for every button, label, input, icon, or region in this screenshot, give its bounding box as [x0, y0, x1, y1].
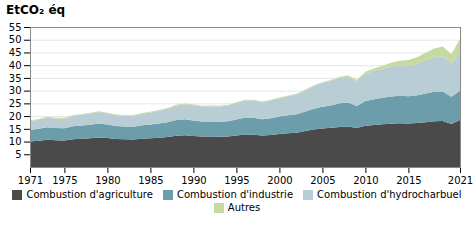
html-text:EtCO₂ éq: EtCO₂ éq — [6, 3, 66, 17]
html-text:Combustion d'industrie: Combustion d'industrie — [176, 189, 294, 200]
svg-text:1985: 1985 — [138, 175, 163, 186]
svg-text:2015: 2015 — [396, 175, 421, 186]
html-text:Combustion d'agriculture: Combustion d'agriculture — [26, 189, 153, 200]
svg-text:15: 15 — [9, 124, 22, 135]
svg-text:30: 30 — [9, 85, 22, 96]
svg-text:10: 10 — [9, 136, 22, 147]
html-text:Autres: Autres — [227, 202, 261, 213]
svg-text:35: 35 — [9, 73, 22, 84]
html-text:Combustion d'hydrocharbuel: Combustion d'hydrocharbuel — [317, 189, 462, 200]
svg-text:45: 45 — [9, 47, 22, 58]
svg-text:55: 55 — [9, 22, 22, 33]
svg-text:1990: 1990 — [181, 175, 206, 186]
svg-text:2000: 2000 — [267, 175, 292, 186]
svg-text:1980: 1980 — [95, 175, 120, 186]
svg-text:2021: 2021 — [448, 175, 473, 186]
svg-text:2005: 2005 — [310, 175, 335, 186]
svg-text:2010: 2010 — [353, 175, 378, 186]
svg-text:20: 20 — [9, 111, 22, 122]
svg-text:40: 40 — [9, 60, 22, 71]
svg-text:1975: 1975 — [52, 175, 77, 186]
svg-text:25: 25 — [9, 98, 22, 109]
svg-text:1995: 1995 — [224, 175, 249, 186]
svg-text:50: 50 — [9, 34, 22, 45]
svg-text:1971: 1971 — [18, 175, 43, 186]
svg-text:5: 5 — [15, 149, 21, 160]
